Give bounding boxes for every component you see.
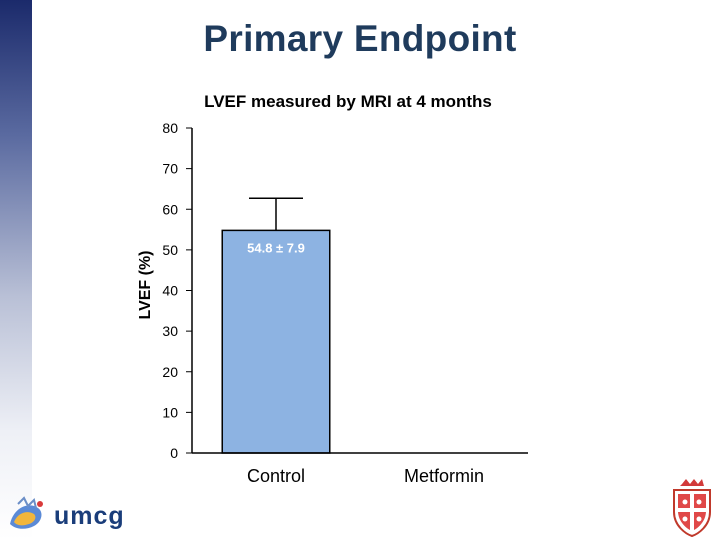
bar-control: [221, 229, 331, 454]
chart-title: LVEF measured by MRI at 4 months: [204, 92, 492, 111]
y-tick-label: 0: [170, 445, 178, 461]
umcg-logo: umcg: [4, 494, 154, 538]
umcg-emblem-icon: [10, 496, 43, 529]
x-category-label: Control: [247, 466, 305, 486]
y-axis-title: LVEF (%): [137, 250, 154, 319]
y-tick-label: 50: [162, 242, 178, 258]
y-tick-label: 70: [162, 161, 178, 177]
x-category-label: Metformin: [404, 466, 484, 486]
bar-data-label: 54.8 ± 7.9: [247, 240, 305, 255]
y-tick-label: 20: [162, 364, 178, 380]
y-tick-label: 40: [162, 283, 178, 299]
crest-icon: [673, 479, 711, 538]
y-tick-label: 80: [162, 120, 178, 136]
slide-title: Primary Endpoint: [203, 18, 517, 59]
y-tick-label: 10: [162, 404, 178, 420]
slide-side-bar: [0, 0, 32, 540]
y-tick-label: 30: [162, 323, 178, 339]
university-crest: [668, 478, 716, 538]
y-tick-label: 60: [162, 201, 178, 217]
umcg-logo-text: umcg: [54, 502, 125, 530]
